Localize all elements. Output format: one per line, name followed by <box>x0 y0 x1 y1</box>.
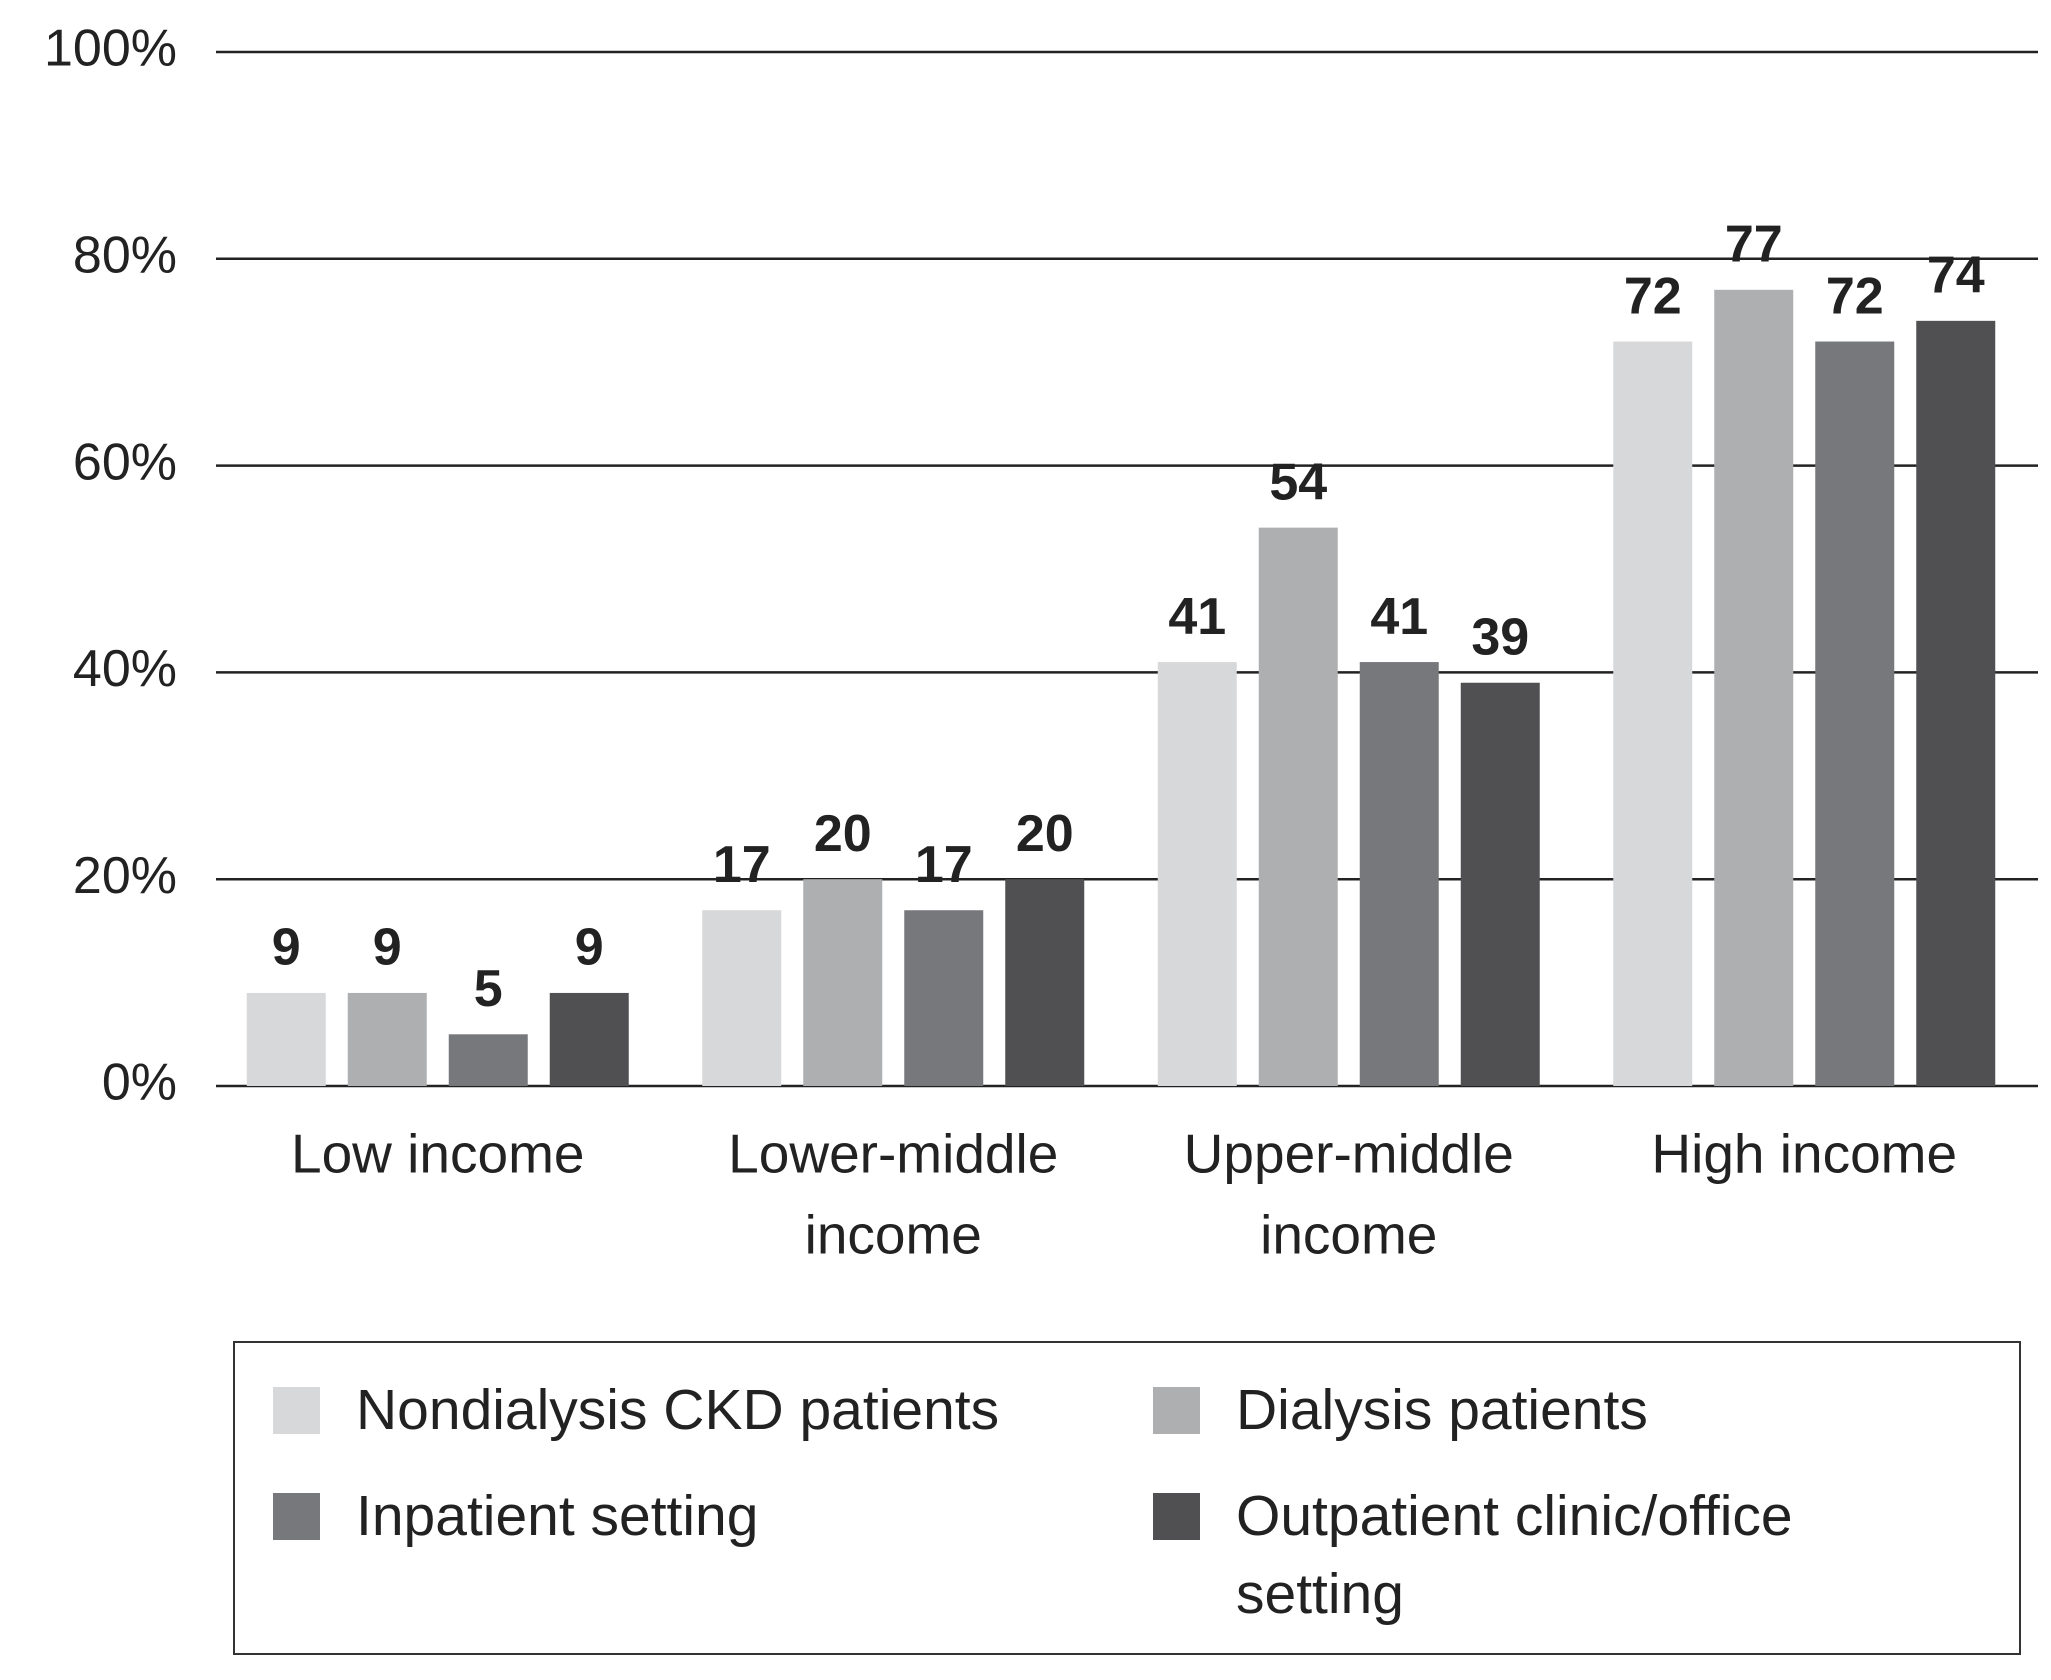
y-tick-label: 20% <box>73 847 177 905</box>
legend-item: Inpatient setting <box>273 1477 1153 1633</box>
value-label: 54 <box>1269 453 1327 511</box>
value-label: 39 <box>1471 608 1529 666</box>
y-tick-label: 0% <box>102 1054 177 1112</box>
y-tick-label: 100% <box>44 20 177 78</box>
value-label: 9 <box>373 919 402 977</box>
x-tick-label: High income <box>1651 1123 1957 1185</box>
y-tick-label: 60% <box>73 433 177 491</box>
legend-swatch <box>273 1387 320 1434</box>
legend-label: Outpatient clinic/office setting <box>1236 1484 1793 1626</box>
x-tick-label: Lower-middle <box>728 1123 1058 1185</box>
value-label: 9 <box>272 919 301 977</box>
value-label: 9 <box>575 919 604 977</box>
x-tick-label: income <box>1260 1204 1437 1266</box>
legend-item: Outpatient clinic/office setting <box>1153 1477 2023 1633</box>
value-label: 20 <box>1016 805 1074 863</box>
bar <box>1613 341 1693 1086</box>
value-label: 72 <box>1624 267 1682 325</box>
bar <box>702 910 782 1086</box>
x-tick-label: Upper-middle <box>1184 1123 1514 1185</box>
legend-swatch <box>1153 1387 1200 1434</box>
bar <box>246 992 326 1086</box>
bar <box>448 1034 528 1086</box>
legend: Nondialysis CKD patients Dialysis patient… <box>233 1341 2021 1655</box>
legend-item: Dialysis patients <box>1153 1371 2023 1449</box>
bar <box>1460 682 1540 1086</box>
value-label: 74 <box>1927 247 1985 305</box>
bar <box>904 910 984 1086</box>
bar <box>1005 879 1085 1086</box>
x-tick-label: Low income <box>291 1123 584 1185</box>
y-tick-label: 40% <box>73 640 177 698</box>
bar <box>549 992 629 1086</box>
bar <box>1157 662 1237 1086</box>
bar <box>803 879 883 1086</box>
y-tick-label: 80% <box>73 227 177 285</box>
value-label: 72 <box>1826 267 1884 325</box>
legend-label: Inpatient setting <box>356 1484 759 1548</box>
bar <box>1916 320 1996 1087</box>
value-label: 41 <box>1168 588 1226 646</box>
bar <box>1815 341 1895 1086</box>
value-label: 20 <box>814 805 872 863</box>
bar <box>1258 527 1338 1086</box>
x-tick-label: income <box>805 1204 982 1266</box>
value-label: 77 <box>1725 216 1783 274</box>
legend-label: Nondialysis CKD patients <box>356 1378 1000 1442</box>
bar <box>347 992 427 1086</box>
bar <box>1359 662 1439 1086</box>
value-label: 5 <box>474 960 503 1018</box>
legend-label: Dialysis patients <box>1236 1378 1648 1442</box>
value-label: 17 <box>713 836 771 894</box>
legend-item: Nondialysis CKD patients <box>273 1371 1153 1449</box>
legend-swatch <box>273 1493 320 1540</box>
value-label: 17 <box>915 836 973 894</box>
bar <box>1714 289 1794 1086</box>
legend-swatch <box>1153 1493 1200 1540</box>
value-label: 41 <box>1370 588 1428 646</box>
